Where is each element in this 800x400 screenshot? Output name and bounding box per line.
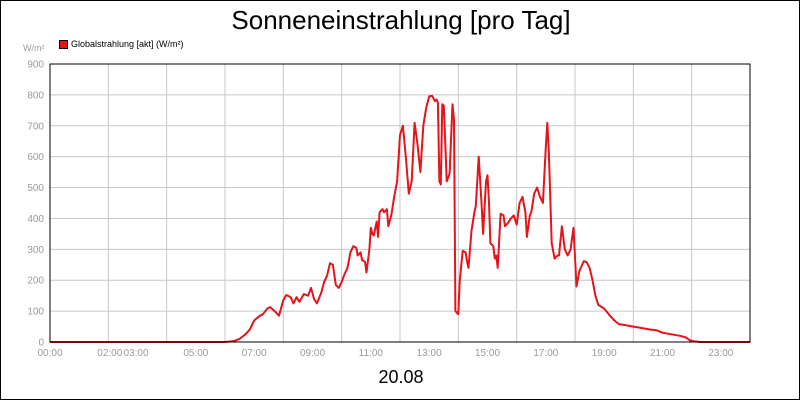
y-tick-label: 600 [27,152,44,163]
x-tick-label: 15:00 [475,348,500,359]
x-tick-label: 00:00 [37,348,62,359]
chart-title: Sonneneinstrahlung [pro Tag] [231,5,571,35]
plot-area-border [49,63,751,343]
y-axis-ticks: 0 100 200 300 400 500 600 700 800 900 [27,60,44,349]
legend-label: Globalstrahlung [akt] (W/m²) [71,39,184,49]
legend-swatch [59,39,68,49]
y-tick-label: 0 [38,338,44,349]
x-tick-label: 03:00 [124,348,149,359]
x-tick-label: 17:00 [533,348,558,359]
series-line-globalstrahlung [50,94,750,343]
x-tick-label: 07:00 [242,348,267,359]
x-axis-ticks: 00:00 02:00 03:00 05:00 07:00 09:00 11:00 13:00… [37,348,733,359]
x-tick-label: 13:00 [417,348,442,359]
legend: Globalstrahlung [akt] (W/m²) [59,39,184,49]
x-tick-label: 23:00 [708,348,733,359]
y-tick-label: 800 [27,90,44,101]
y-tick-label: 900 [27,60,44,71]
y-axis-unit: W/m² [23,43,45,53]
grid [49,63,751,343]
y-tick-label: 100 [27,307,44,318]
x-tick-label: 21:00 [650,348,675,359]
y-tick-label: 500 [27,183,44,194]
x-tick-label: 02:00 [97,348,122,359]
x-tick-label: 05:00 [183,348,208,359]
y-tick-label: 200 [27,276,44,287]
y-tick-label: 300 [27,245,44,256]
date-label: 20.08 [378,367,424,387]
x-tick-label: 09:00 [300,348,325,359]
x-tick-label: 11:00 [359,348,384,359]
y-tick-label: 400 [27,214,44,225]
y-tick-label: 700 [27,121,44,132]
x-tick-label: 19:00 [592,348,617,359]
